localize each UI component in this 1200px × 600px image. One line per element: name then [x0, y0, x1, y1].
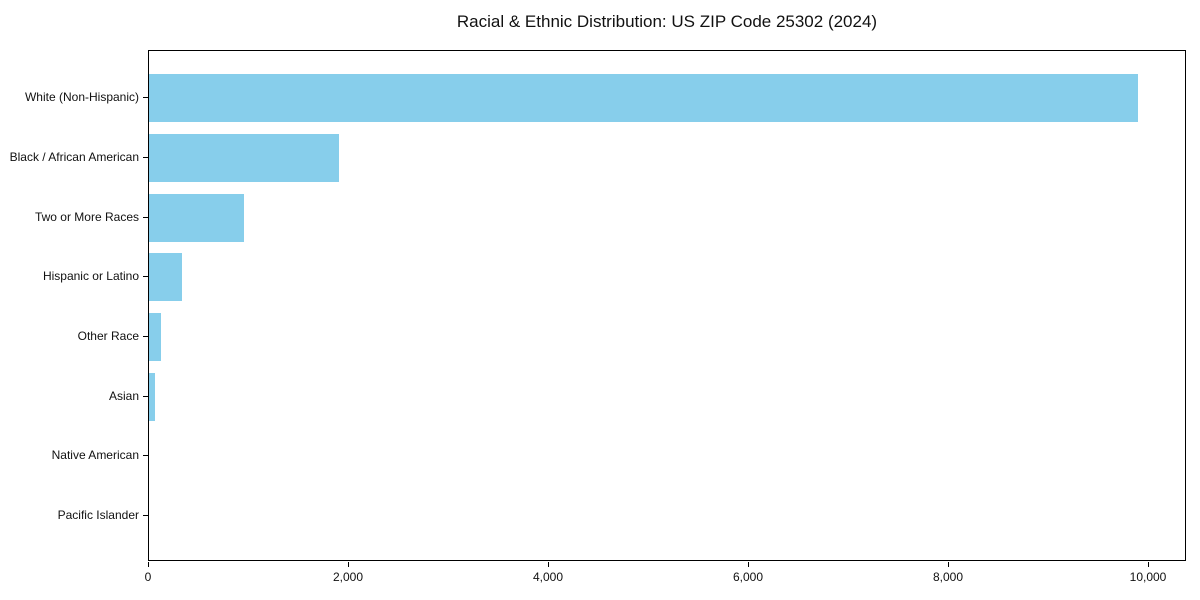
bar — [149, 133, 339, 182]
x-tick-mark — [948, 562, 949, 567]
y-tick-mark — [143, 455, 148, 456]
x-tick-label: 10,000 — [1129, 570, 1167, 584]
x-tick-label: 6,000 — [732, 570, 764, 584]
bar — [149, 312, 161, 361]
y-tick-mark — [143, 97, 148, 98]
y-tick-mark — [143, 157, 148, 158]
y-tick-mark — [143, 276, 148, 277]
x-tick-label: 4,000 — [532, 570, 564, 584]
bar — [149, 74, 1138, 123]
bar — [149, 193, 244, 242]
y-tick-label: White (Non-Hispanic) — [24, 90, 139, 104]
x-tick-mark — [748, 562, 749, 567]
y-tick-label: Pacific Islander — [57, 508, 139, 522]
y-tick-mark — [143, 217, 148, 218]
y-tick-mark — [143, 336, 148, 337]
y-tick-label: Hispanic or Latino — [42, 269, 139, 283]
x-tick-mark — [1148, 562, 1149, 567]
x-tick-label: 0 — [144, 570, 152, 584]
y-tick-mark — [143, 396, 148, 397]
x-tick-label: 8,000 — [932, 570, 964, 584]
x-tick-mark — [348, 562, 349, 567]
x-tick-mark — [548, 562, 549, 567]
y-tick-label: Other Race — [77, 329, 139, 343]
plot-area — [148, 50, 1186, 561]
y-tick-label: Two or More Races — [34, 210, 139, 224]
bar — [149, 253, 182, 302]
bar — [149, 372, 155, 421]
y-tick-label: Asian — [108, 389, 139, 403]
y-tick-label: Black / African American — [9, 150, 139, 164]
y-tick-mark — [143, 515, 148, 516]
chart-title: Racial & Ethnic Distribution: US ZIP Cod… — [456, 12, 878, 31]
x-tick-label: 2,000 — [332, 570, 364, 584]
y-tick-label: Native American — [51, 448, 139, 462]
x-tick-mark — [148, 562, 149, 567]
